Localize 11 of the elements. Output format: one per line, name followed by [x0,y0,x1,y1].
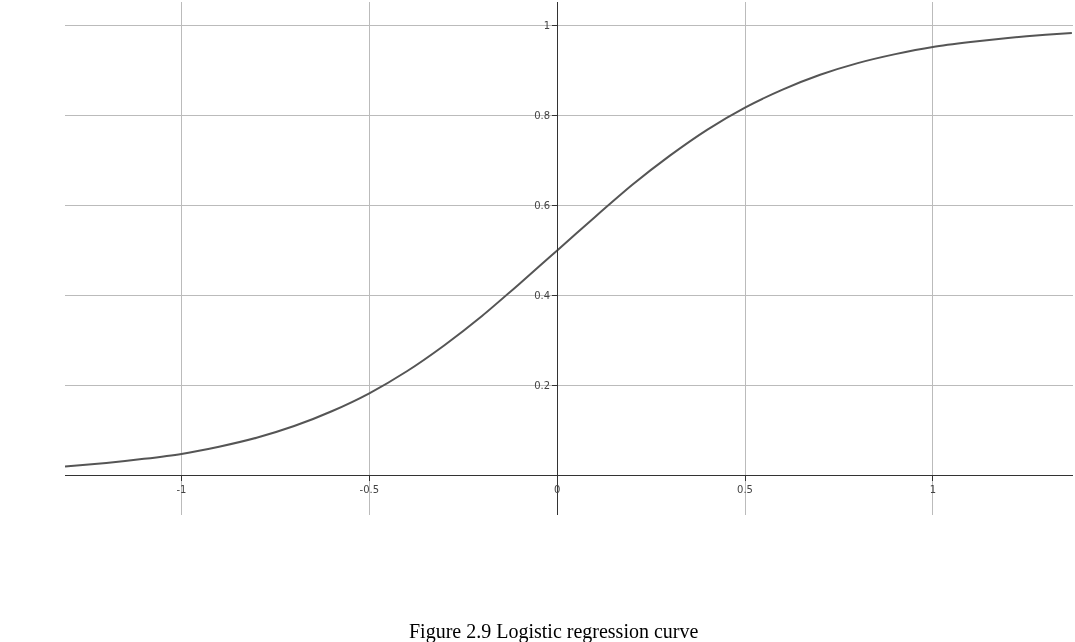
x-tick-label: -1 [176,484,187,496]
caption: Figure 2.9 Logistic regression curve [409,620,699,642]
line-series [65,32,1073,468]
x-tick-label: 1 [929,484,937,496]
y-tick-label: 0.4 [534,289,551,301]
y-tick-label: 1 [543,20,551,32]
y-tick-label: 0.2 [534,379,551,391]
y-tick-label: 0.8 [534,110,551,122]
x-tick-label: -0.5 [359,484,380,496]
x-tick-label: 0.5 [737,484,753,496]
y-tick-label: 0.6 [534,199,551,211]
